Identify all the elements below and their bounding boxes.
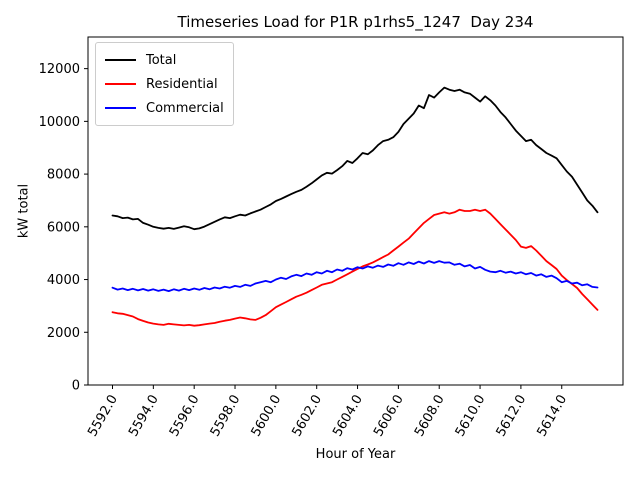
svg-text:5602.0: 5602.0 (289, 393, 325, 440)
svg-text:8000: 8000 (47, 168, 80, 183)
legend-row-total: Total (105, 48, 224, 72)
svg-text:5592.0: 5592.0 (85, 393, 121, 440)
legend-row-commercial: Commercial (105, 96, 224, 120)
svg-text:5608.0: 5608.0 (412, 393, 448, 440)
commercial-line-swatch (105, 107, 136, 109)
svg-text:5600.0: 5600.0 (249, 393, 285, 440)
svg-text:5614.0: 5614.0 (534, 393, 570, 440)
svg-text:4000: 4000 (47, 273, 80, 288)
residential-line-swatch (105, 83, 136, 85)
svg-text:5610.0: 5610.0 (453, 392, 489, 439)
svg-text:5594.0: 5594.0 (126, 393, 162, 440)
svg-text:5596.0: 5596.0 (167, 393, 203, 440)
x-axis-label: Hour of Year (315, 447, 396, 462)
total-line-swatch (105, 59, 136, 61)
svg-text:5604.0: 5604.0 (330, 393, 366, 440)
legend-label-commercial: Commercial (146, 100, 224, 116)
svg-text:5612.0: 5612.0 (494, 393, 530, 440)
chart-title: Timeseries Load for P1R p1rhs5_1247 Day … (177, 13, 534, 31)
y-axis-label: kW total (16, 183, 32, 239)
svg-text:12000: 12000 (39, 62, 80, 77)
legend-label-residential: Residential (146, 76, 218, 92)
svg-text:6000: 6000 (47, 220, 80, 235)
svg-text:0: 0 (72, 379, 80, 394)
legend-row-residential: Residential (105, 72, 224, 96)
svg-text:10000: 10000 (39, 115, 80, 130)
svg-text:5598.0: 5598.0 (208, 393, 244, 440)
svg-text:5606.0: 5606.0 (371, 393, 407, 440)
legend-label-total: Total (146, 52, 177, 68)
legend: Total Residential Commercial (95, 42, 234, 126)
svg-text:2000: 2000 (47, 326, 80, 341)
